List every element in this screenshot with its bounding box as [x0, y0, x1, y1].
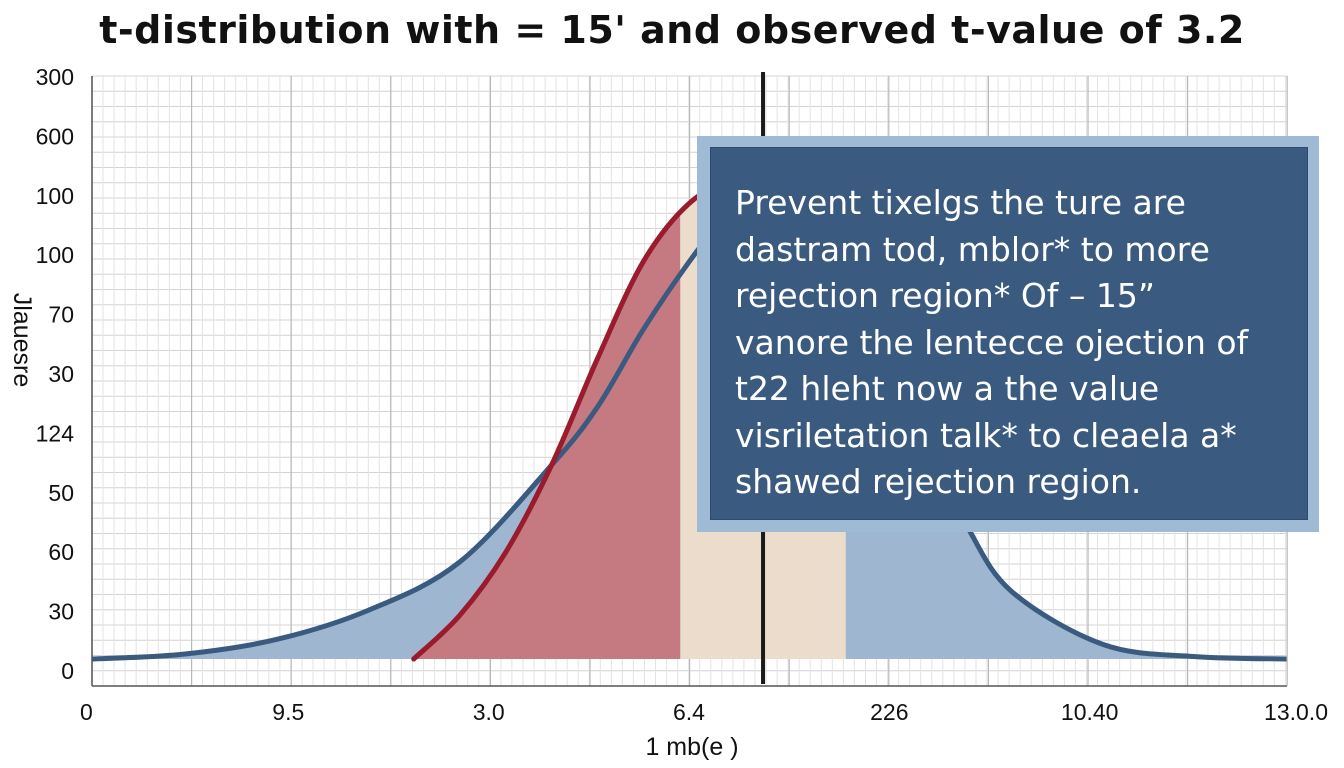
y-tick-label: 0 — [61, 658, 74, 684]
x-tick-label: 10.40 — [1061, 699, 1119, 725]
annotation-callout-panel: Prevent tixelgs the ture are dastram tod… — [710, 147, 1308, 520]
x-tick-label: 3.0 — [473, 699, 505, 725]
y-tick-label: 124 — [36, 420, 75, 446]
y-tick-label: 30 — [48, 361, 74, 387]
x-tick-label: 9.5 — [272, 699, 304, 725]
y-tick-label: 600 — [36, 123, 74, 149]
x-axis-label: 1 mb(e ) — [645, 733, 738, 761]
x-tick-label: 6.4 — [673, 699, 705, 725]
y-tick-label: 300 — [36, 64, 74, 90]
annotation-callout: Prevent tixelgs the ture are dastram tod… — [697, 136, 1319, 532]
y-tick-label: 100 — [36, 242, 74, 268]
chart-title: t-distribution with = 15' and observed t… — [99, 8, 1245, 52]
x-tick-label: 13.0.0 — [1264, 699, 1328, 725]
y-tick-label: 30 — [48, 599, 74, 625]
y-tick-label: 100 — [36, 183, 74, 209]
x-tick-label: 0 — [80, 699, 93, 725]
y-axis-label: Jlauesre — [8, 293, 36, 388]
annotation-text: Prevent tixelgs the ture are dastram tod… — [735, 183, 1249, 501]
y-tick-label: 60 — [48, 539, 74, 565]
x-tick-labels: 0 9.5 3.0 6.4 226 10.40 13.0.0 — [80, 699, 1328, 725]
y-tick-label: 50 — [48, 480, 74, 506]
y-tick-label: 70 — [48, 302, 74, 328]
x-tick-label: 226 — [870, 699, 908, 725]
